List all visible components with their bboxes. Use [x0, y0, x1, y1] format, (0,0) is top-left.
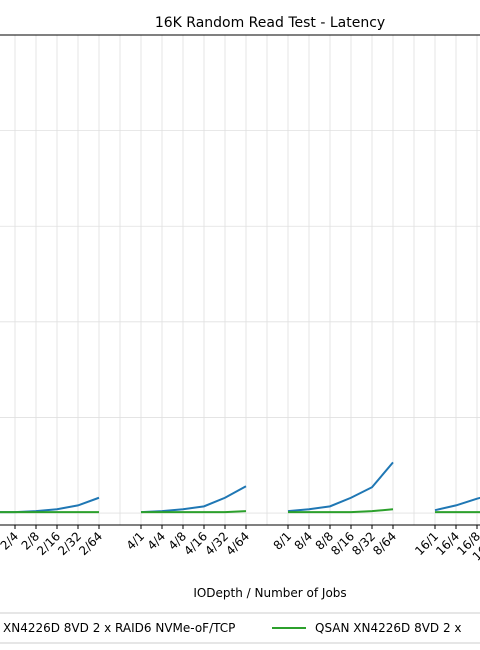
data-line: [0, 508, 480, 514]
data-line: [0, 461, 480, 514]
x-tick-label: 8/1: [271, 529, 295, 553]
x-axis-label: IODepth / Number of Jobs: [193, 586, 346, 600]
x-tick-label: 2/64: [76, 529, 105, 558]
legend-box: [0, 612, 480, 644]
x-tick-label: 8/64: [370, 529, 399, 558]
legend-label: XN4226D 8VD 2 x RAID6 NVMe-oF/TCP: [3, 621, 235, 635]
plot-frame: [0, 34, 480, 526]
x-tick-label: 8/4: [292, 529, 316, 553]
x-tick-label: 4/1: [124, 529, 148, 553]
chart-title: 16K Random Read Test - Latency: [155, 15, 385, 31]
legend-label: QSAN XN4226D 8VD 2 x: [315, 621, 462, 635]
x-tick-label: 4/4: [145, 529, 169, 553]
x-tick-label: 2/4: [0, 529, 21, 553]
x-tick-label: 4/64: [223, 529, 252, 558]
